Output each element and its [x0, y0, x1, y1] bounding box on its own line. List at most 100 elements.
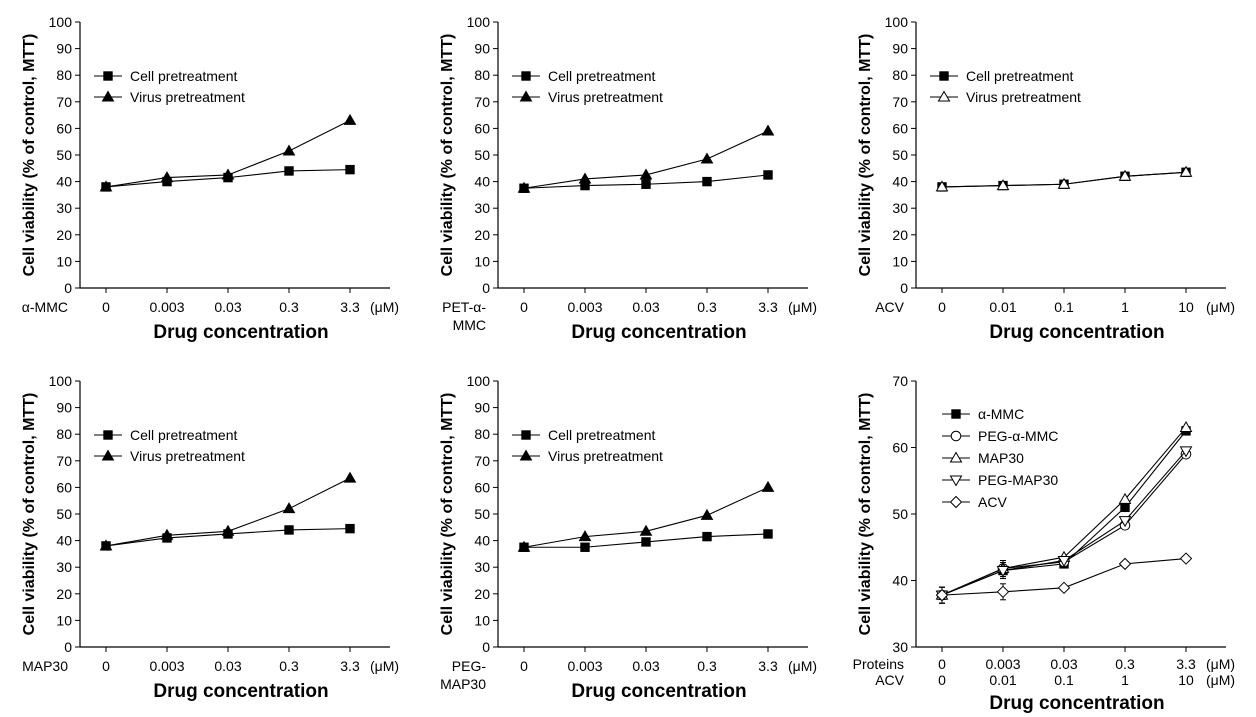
- legend-item: Virus pretreatment: [930, 89, 1081, 105]
- chart-panel-combined: 30 40 50 60 70 0 0.003 0.03 0.3 3.3 Proteins (μM) 0 0…: [836, 359, 1256, 717]
- legend-item: PEG-MAP30: [942, 472, 1058, 488]
- legend-label: α-MMC: [978, 406, 1024, 422]
- chart-panel-peg-map30: 0 10 20 30 40 50 60 70 80 90 100 0 0.003 0.03 0.3 3.3 PE…: [418, 359, 838, 717]
- x-tick-label: 0.003: [149, 299, 184, 315]
- legend-item: PEG-α-MMC: [942, 428, 1058, 444]
- legend-label: Cell pretreatment: [548, 427, 655, 443]
- legend-marker: [521, 430, 531, 440]
- legend-item: MAP30: [942, 450, 1024, 466]
- y-tick-label: 80: [56, 67, 72, 83]
- chart-panel-map30: 0 10 20 30 40 50 60 70 80 90 100 0 0.003 0.03 0.3 3.3 MA…: [0, 359, 420, 717]
- y-tick-label: 20: [474, 227, 490, 243]
- legend-marker: [519, 449, 533, 461]
- y-tick-label: 90: [892, 41, 908, 57]
- y-tick-label: 40: [474, 174, 490, 190]
- y-tick-label: 0: [64, 639, 72, 655]
- data-point: [1179, 446, 1193, 458]
- chart-svg: 0 10 20 30 40 50 60 70 80 90 100 0 0.003 0.03 0.3 3.3 α-…: [21, 14, 399, 343]
- y-tick-label: 100: [467, 373, 491, 389]
- data-point: [1118, 169, 1132, 181]
- legend-item: Cell pretreatment: [512, 68, 655, 84]
- data-point: [1057, 581, 1071, 595]
- x-tick-label: 0.03: [214, 299, 241, 315]
- y-tick-label: 90: [474, 41, 490, 57]
- legend-marker: [103, 71, 113, 81]
- y-tick-label: 20: [56, 227, 72, 243]
- y-tick-label: 90: [56, 400, 72, 416]
- y-tick-label: 0: [64, 280, 72, 296]
- chart-svg: 0 10 20 30 40 50 60 70 80 90 100 0 0.003 0.03 0.3 3.3 PE…: [439, 373, 817, 702]
- y-tick-label: 40: [892, 573, 908, 589]
- legend-marker: [951, 409, 961, 419]
- chart-panel-acv: 0 10 20 30 40 50 60 70 80 90 100 0 0.01 0.1 1 10 ACV (μM)…: [836, 0, 1256, 358]
- data-point: [580, 542, 590, 552]
- x-row-label: MAP30: [22, 658, 68, 674]
- y-tick-label: 10: [474, 253, 490, 269]
- y-tick-label: 60: [56, 120, 72, 136]
- data-point: [345, 164, 355, 175]
- y-tick-label: 50: [892, 147, 908, 163]
- series-mmc: [937, 426, 1191, 604]
- data-point: [1057, 177, 1071, 189]
- legend-item: Virus pretreatment: [94, 89, 245, 105]
- x-tick-label: 0.01: [989, 672, 1016, 688]
- legend-item: Virus pretreatment: [94, 448, 245, 464]
- data-point: [284, 166, 294, 176]
- data-point: [935, 180, 949, 192]
- x-tick-label: 3.3: [758, 299, 778, 315]
- y-tick-label: 60: [56, 479, 72, 495]
- data-point: [702, 531, 712, 542]
- y-axis-title: Cell viability (% of control, MTT): [857, 393, 874, 636]
- y-tick-label: 100: [467, 14, 491, 30]
- x-tick-label: 1: [1121, 299, 1129, 315]
- data-point: [763, 529, 773, 539]
- x-row-label: PET-α-: [442, 299, 486, 315]
- series-virus-pretreatment: [517, 480, 775, 552]
- data-point: [343, 471, 357, 483]
- legend-label: ACV: [978, 494, 1007, 510]
- x-unit-label: (μM): [370, 658, 399, 674]
- y-tick-label: 70: [892, 94, 908, 110]
- legend-label: Virus pretreatment: [966, 89, 1081, 105]
- series-virus-pretreatment: [935, 165, 1193, 192]
- legend-label: Virus pretreatment: [130, 89, 245, 105]
- data-point: [639, 524, 653, 536]
- legend: Cell pretreatment Virus pretreatment: [512, 68, 663, 105]
- legend-label: MAP30: [978, 450, 1024, 466]
- x-tick-label: 0.3: [697, 299, 717, 315]
- x-tick-label: 0.3: [1115, 656, 1135, 672]
- legend-item: Cell pretreatment: [94, 427, 237, 443]
- y-tick-label: 0: [900, 280, 908, 296]
- x-unit-label: (μM): [788, 299, 817, 315]
- x-tick-label: 10: [1178, 672, 1194, 688]
- data-point: [1179, 552, 1193, 565]
- x-row-label: MMC: [453, 317, 486, 333]
- x-unit-label: (μM): [1206, 656, 1235, 672]
- legend-label: Cell pretreatment: [966, 68, 1073, 84]
- y-tick-label: 50: [56, 506, 72, 522]
- x-tick-label: 0.003: [149, 658, 184, 674]
- data-point: [517, 181, 531, 193]
- y-axis-title: Cell viability (% of control, MTT): [21, 34, 38, 277]
- y-tick-label: 50: [892, 506, 908, 522]
- legend-item: Cell pretreatment: [94, 68, 237, 84]
- legend-marker: [103, 430, 113, 440]
- chart-svg: 0 10 20 30 40 50 60 70 80 90 100 0 0.003 0.03 0.3 3.3 PE…: [439, 14, 817, 343]
- data-point: [1057, 556, 1071, 568]
- x-tick-label: 0.3: [279, 299, 299, 315]
- data-point: [517, 540, 531, 552]
- legend-label: Virus pretreatment: [548, 448, 663, 464]
- legend-marker: [521, 71, 531, 81]
- legend-item: Cell pretreatment: [930, 68, 1073, 84]
- legend: Cell pretreatment Virus pretreatment: [930, 68, 1081, 105]
- x-tick-label: 0.01: [989, 299, 1016, 315]
- legend-marker: [950, 430, 962, 442]
- y-tick-label: 40: [474, 533, 490, 549]
- y-tick-label: 60: [892, 120, 908, 136]
- y-tick-label: 10: [892, 253, 908, 269]
- x-row-label: ACV: [875, 299, 904, 315]
- x-row-label: MAP30: [440, 676, 486, 692]
- legend-item: Virus pretreatment: [512, 89, 663, 105]
- data-point: [641, 537, 651, 547]
- legend-marker: [101, 449, 115, 461]
